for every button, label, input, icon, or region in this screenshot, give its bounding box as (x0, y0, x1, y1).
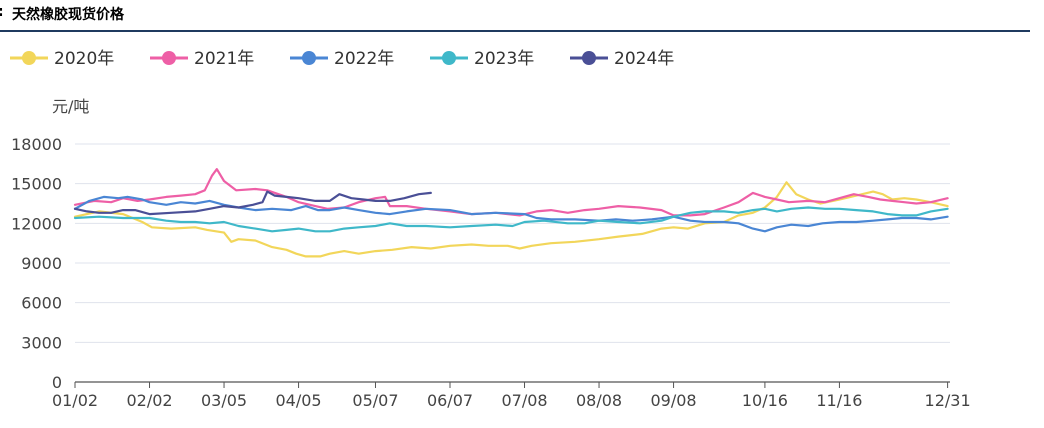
x-tick-label: 10/16 (742, 391, 788, 410)
x-tick-label: 09/08 (651, 391, 697, 410)
x-tick-label: 06/07 (427, 391, 473, 410)
y-tick-label: 18000 (11, 135, 62, 154)
title-prefix: : (0, 4, 4, 20)
legend-item[interactable]: 2020年 (10, 49, 114, 69)
legend-item[interactable]: 2021年 (150, 49, 254, 69)
y-tick-label: 12000 (11, 214, 62, 233)
legend-item[interactable]: 2024年 (570, 49, 674, 69)
series-line (73, 206, 949, 233)
legend-label: 2022年 (334, 49, 394, 69)
chart-header: : 天然橡胶现货价格 (0, 0, 1030, 32)
x-tick-label: 07/08 (501, 391, 547, 410)
x-axis: 01/02 02/02 03/05 04/05 05/07 06/07 07/08 08/08… (52, 381, 971, 410)
x-tick-label: 01/02 (52, 391, 98, 410)
y-tick-label: 6000 (21, 294, 62, 313)
legend-item[interactable]: 2022年 (290, 49, 394, 69)
legend-marker-icon (22, 51, 36, 65)
y-tick-label: 9000 (21, 254, 62, 273)
legend-label: 2020年 (54, 49, 114, 69)
legend-marker-icon (442, 51, 456, 65)
series-line (73, 195, 949, 233)
y-tick-label: 3000 (21, 333, 62, 352)
x-tick-label: 02/02 (126, 391, 172, 410)
legend-marker-icon (302, 51, 316, 65)
x-tick-label: 03/05 (201, 391, 247, 410)
x-tick-label: 04/05 (276, 391, 322, 410)
series-group (73, 168, 949, 258)
legend-marker-icon (582, 51, 596, 65)
series-line (73, 190, 432, 216)
legend-label: 2024年 (614, 49, 674, 69)
legend-item[interactable]: 2023年 (430, 49, 534, 69)
series-line (73, 181, 949, 258)
legend-label: 2023年 (474, 49, 534, 69)
x-tick-label: 08/08 (576, 391, 622, 410)
legend-marker-icon (162, 51, 176, 65)
y-tick-label: 15000 (11, 175, 62, 194)
chart-title: 天然橡胶现货价格 (12, 7, 124, 23)
legend: 2020年 2021年 2022年 2023年 2024年 (10, 49, 674, 69)
y-axis-unit-label: 元/吨 (52, 97, 89, 116)
legend-label: 2021年 (194, 49, 254, 69)
grid-lines (75, 143, 950, 343)
x-tick-label: 12/31 (925, 391, 971, 410)
x-tick-label: 05/07 (352, 391, 398, 410)
y-axis: 0 3000 6000 9000 12000 15000 18000 (11, 135, 62, 392)
x-tick-label: 11/16 (816, 391, 862, 410)
y-tick-label: 0 (52, 373, 62, 392)
line-chart: 2020年 2021年 2022年 2023年 2024年 元/吨 0 3000 6000 9… (10, 49, 971, 410)
